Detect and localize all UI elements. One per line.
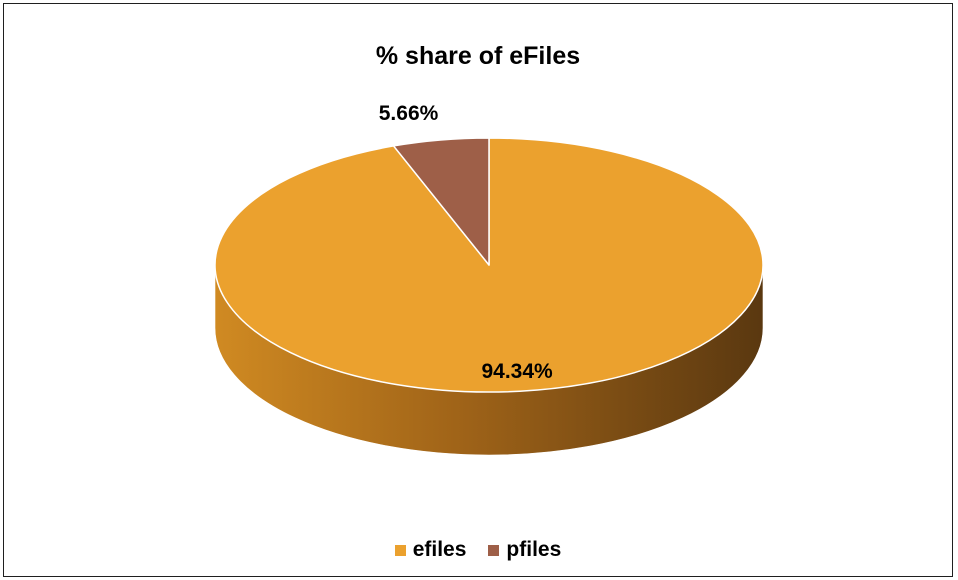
chart-frame: % share of eFiles 94.34% 5.66% efiles pfi… [3,3,953,577]
legend-swatch-efiles [394,544,406,556]
pie-slice-efiles [214,137,764,393]
legend-item-pfiles: pfiles [488,538,561,562]
data-label-pfiles: 5.66% [379,102,439,125]
pie-chart: 94.34% 5.66% [214,102,764,456]
data-label-efiles: 94.34% [481,360,553,383]
legend-swatch-pfiles [488,544,500,556]
pie-top-slices [214,137,764,393]
legend-label-pfiles: pfiles [506,538,562,561]
legend-label-efiles: efiles [412,538,467,561]
legend: efiles pfiles [4,538,952,562]
pie-slice-pfiles [392,137,490,266]
chart-title: % share of eFiles [375,42,581,70]
legend-item-efiles: efiles [394,538,467,562]
pie-data-labels: 94.34% 5.66% [379,102,553,383]
